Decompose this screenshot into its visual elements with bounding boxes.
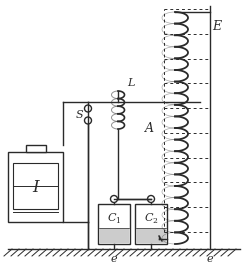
Text: e: e: [207, 254, 213, 264]
Text: A: A: [145, 122, 154, 135]
Bar: [135, 204, 167, 244]
Text: S: S: [75, 109, 83, 119]
Text: C: C: [108, 213, 116, 223]
Text: e: e: [111, 254, 117, 264]
Text: L: L: [127, 78, 134, 88]
Text: E: E: [213, 20, 221, 34]
Bar: [13, 163, 58, 209]
Bar: [136, 228, 166, 243]
Bar: [99, 228, 129, 243]
Text: I: I: [32, 178, 39, 196]
Text: 2: 2: [153, 217, 157, 225]
Bar: [98, 204, 130, 244]
Bar: [8, 152, 63, 222]
Text: C: C: [145, 213, 153, 223]
Bar: [26, 145, 45, 152]
Text: 1: 1: [116, 217, 121, 225]
